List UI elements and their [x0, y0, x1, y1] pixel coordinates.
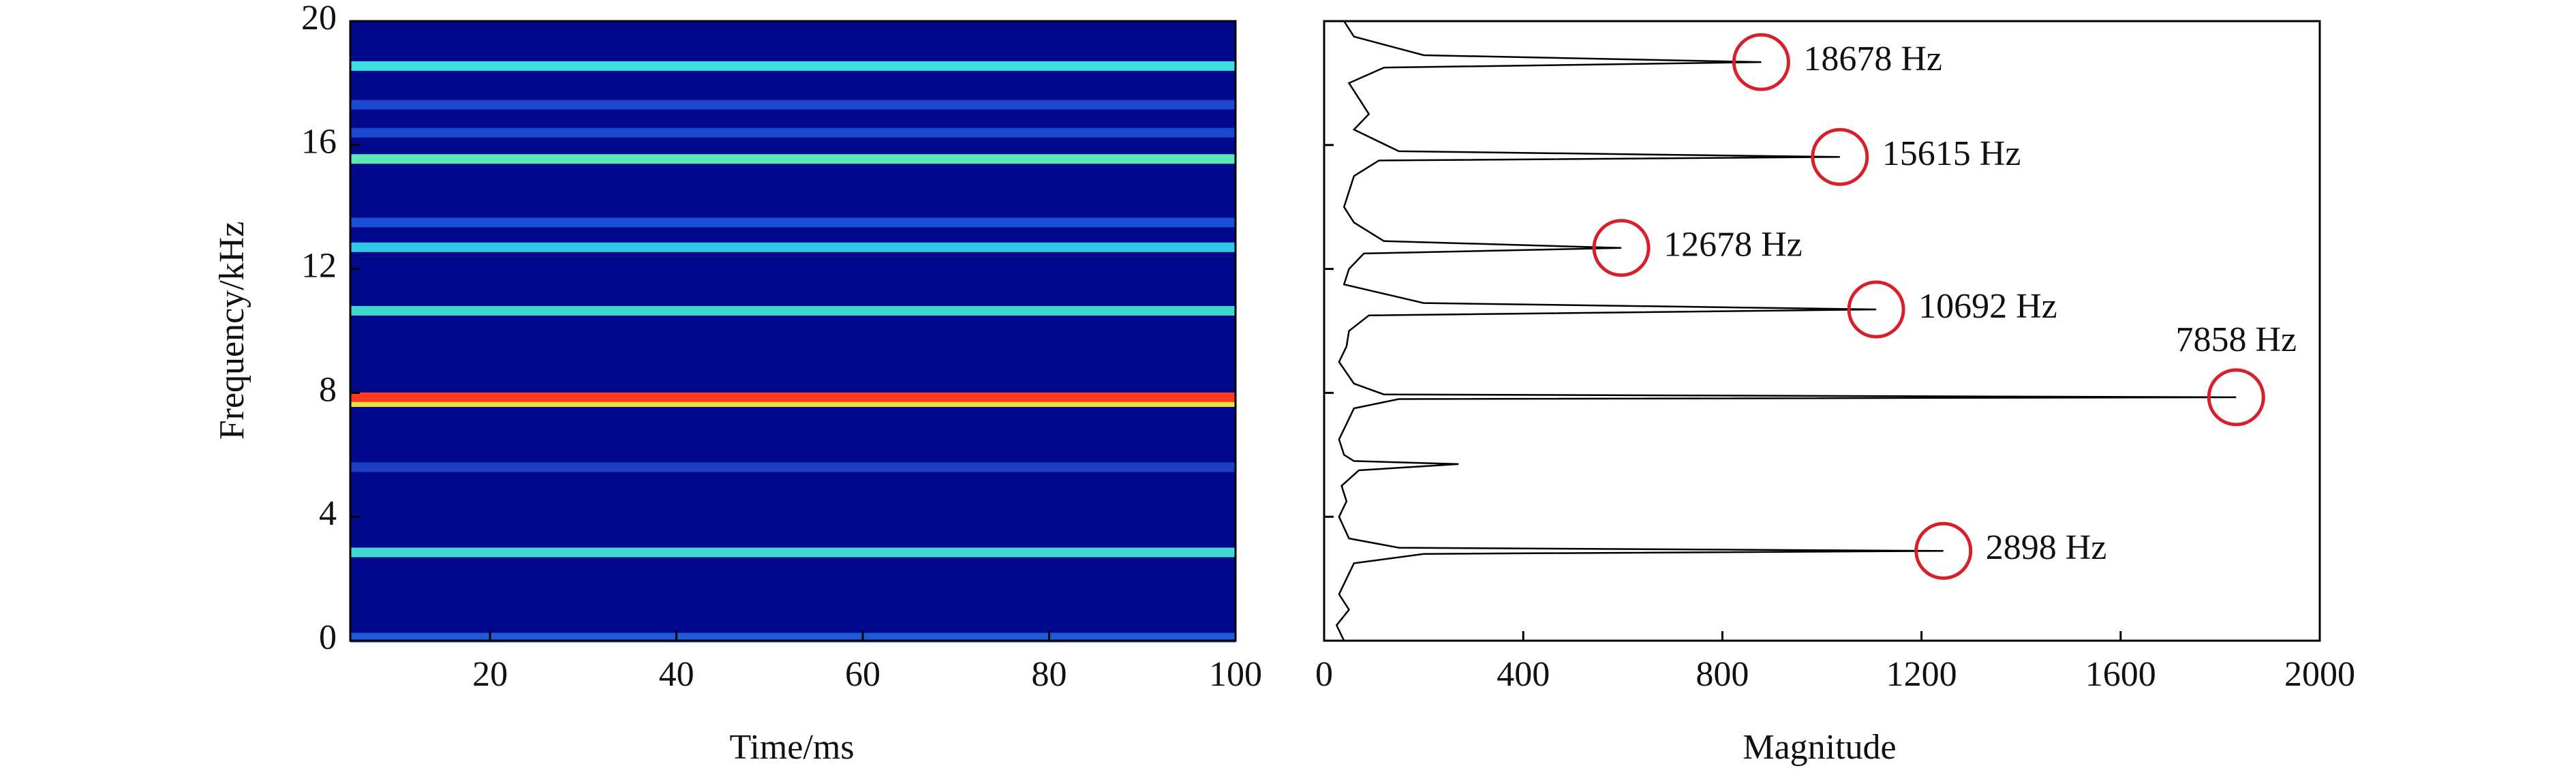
x-tick-label: 400 [1497, 655, 1550, 694]
plot-frame [349, 20, 1237, 642]
peak-label: 12678 Hz [1663, 226, 1803, 264]
y-tick-label: 16 [301, 123, 337, 162]
y-tick-label: 4 [319, 494, 337, 533]
frequency-band [350, 154, 1236, 164]
x-tick-label: 20 [472, 655, 508, 694]
frequency-band [350, 61, 1236, 71]
spectrogram-background [350, 21, 1236, 641]
x-tick-label: 800 [1696, 655, 1749, 694]
peak-label: 2898 Hz [1986, 528, 2107, 567]
y-tick-label: 12 [301, 247, 337, 286]
frequency-band [350, 100, 1236, 110]
x-tick-label: 80 [1032, 655, 1067, 694]
frequency-band [350, 217, 1236, 228]
frequency-band [350, 242, 1236, 252]
x-tick-label: 60 [845, 655, 880, 694]
y-axis-label: Frequency/kHz [213, 222, 251, 440]
x-axis-label: Magnitude [1743, 728, 1896, 767]
x-tick-label: 1600 [2085, 655, 2156, 694]
peak-label: 7858 Hz [2175, 320, 2297, 359]
x-axis-label: Time/ms [729, 728, 854, 767]
peak-marker [2207, 368, 2265, 427]
peak-label: 15615 Hz [1882, 134, 2021, 173]
y-tick-label: 8 [319, 370, 337, 409]
peak-marker [1914, 521, 1973, 580]
peak-marker [1592, 219, 1651, 277]
y-tick-label: 0 [319, 618, 337, 657]
x-tick-label: 100 [1209, 655, 1262, 694]
peak-label: 18678 Hz [1803, 40, 1942, 78]
frequency-band [350, 547, 1236, 558]
peak-marker [1732, 33, 1790, 91]
x-tick-label: 0 [1315, 655, 1333, 694]
peak-marker [1811, 127, 1869, 186]
x-tick-label: 1200 [1886, 655, 1957, 694]
frequency-band [350, 127, 1236, 138]
spectrum-line [1335, 20, 2237, 641]
frequency-band [350, 462, 1236, 472]
peak-label: 10692 Hz [1918, 287, 2057, 326]
frequency-band [350, 305, 1236, 316]
peak-marker [1847, 280, 1905, 339]
plot-frame [1323, 20, 2321, 642]
y-tick-label: 20 [301, 0, 337, 37]
x-tick-label: 2000 [2284, 655, 2355, 694]
x-tick-label: 40 [659, 655, 694, 694]
frequency-band [350, 392, 1236, 402]
